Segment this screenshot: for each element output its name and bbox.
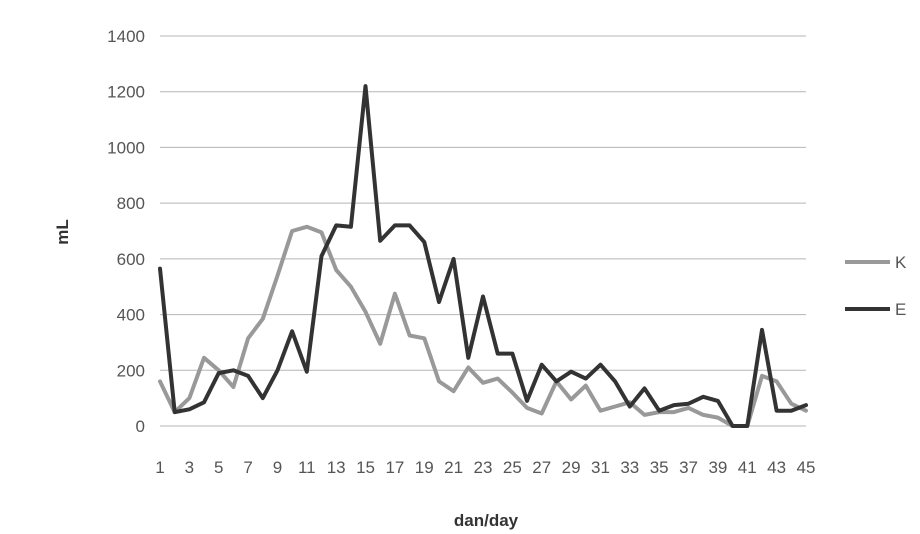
- x-tick-label: 15: [356, 458, 375, 477]
- x-tick-label: 25: [503, 458, 522, 477]
- y-tick-label: 1200: [107, 83, 145, 102]
- data-series: [158, 84, 808, 428]
- series-line-k: [158, 224, 808, 428]
- y-axis-title: mL: [53, 219, 72, 245]
- x-tick-label: 31: [591, 458, 610, 477]
- x-tick-label: 39: [708, 458, 727, 477]
- x-tick-label: 29: [562, 458, 581, 477]
- x-tick-label: 9: [273, 458, 282, 477]
- x-tick-label: 23: [474, 458, 493, 477]
- x-tick-label: 21: [444, 458, 463, 477]
- x-tick-label: 43: [767, 458, 786, 477]
- x-tick-label: 17: [385, 458, 404, 477]
- x-tick-label: 3: [185, 458, 194, 477]
- x-tick-label: 7: [243, 458, 252, 477]
- y-tick-label: 200: [117, 361, 145, 380]
- x-tick-label: 41: [738, 458, 757, 477]
- y-tick-label: 600: [117, 250, 145, 269]
- x-tick-label: 33: [620, 458, 639, 477]
- y-tick-label: 0: [136, 417, 145, 436]
- x-tick-label: 5: [214, 458, 223, 477]
- x-tick-label: 1: [155, 458, 164, 477]
- x-tick-label: 27: [532, 458, 551, 477]
- y-tick-label: 1400: [107, 27, 145, 46]
- gridlines: [160, 35, 806, 427]
- legend: KE: [845, 253, 907, 319]
- x-axis-title: dan/day: [454, 511, 519, 530]
- x-tick-label: 11: [298, 458, 316, 477]
- x-tick-label: 37: [679, 458, 698, 477]
- y-tick-label: 800: [117, 194, 145, 213]
- x-tick-label: 45: [797, 458, 816, 477]
- x-tick-label: 19: [415, 458, 434, 477]
- x-tick-label: 35: [650, 458, 669, 477]
- y-tick-label: 400: [117, 306, 145, 325]
- series-line-e: [158, 84, 808, 428]
- y-axis-ticks: 0 200 400 600 800 1000 1200 1400: [107, 27, 145, 436]
- y-tick-label: 1000: [107, 138, 145, 157]
- legend-label-e: E: [895, 300, 906, 319]
- x-axis-ticks: 1 3 5 7 9 11 13 15 17 19 21 23 25 27 29 31 33 35 37 39 41 43 4…: [155, 458, 815, 477]
- x-tick-label: 13: [327, 458, 346, 477]
- legend-label-k: K: [895, 253, 907, 272]
